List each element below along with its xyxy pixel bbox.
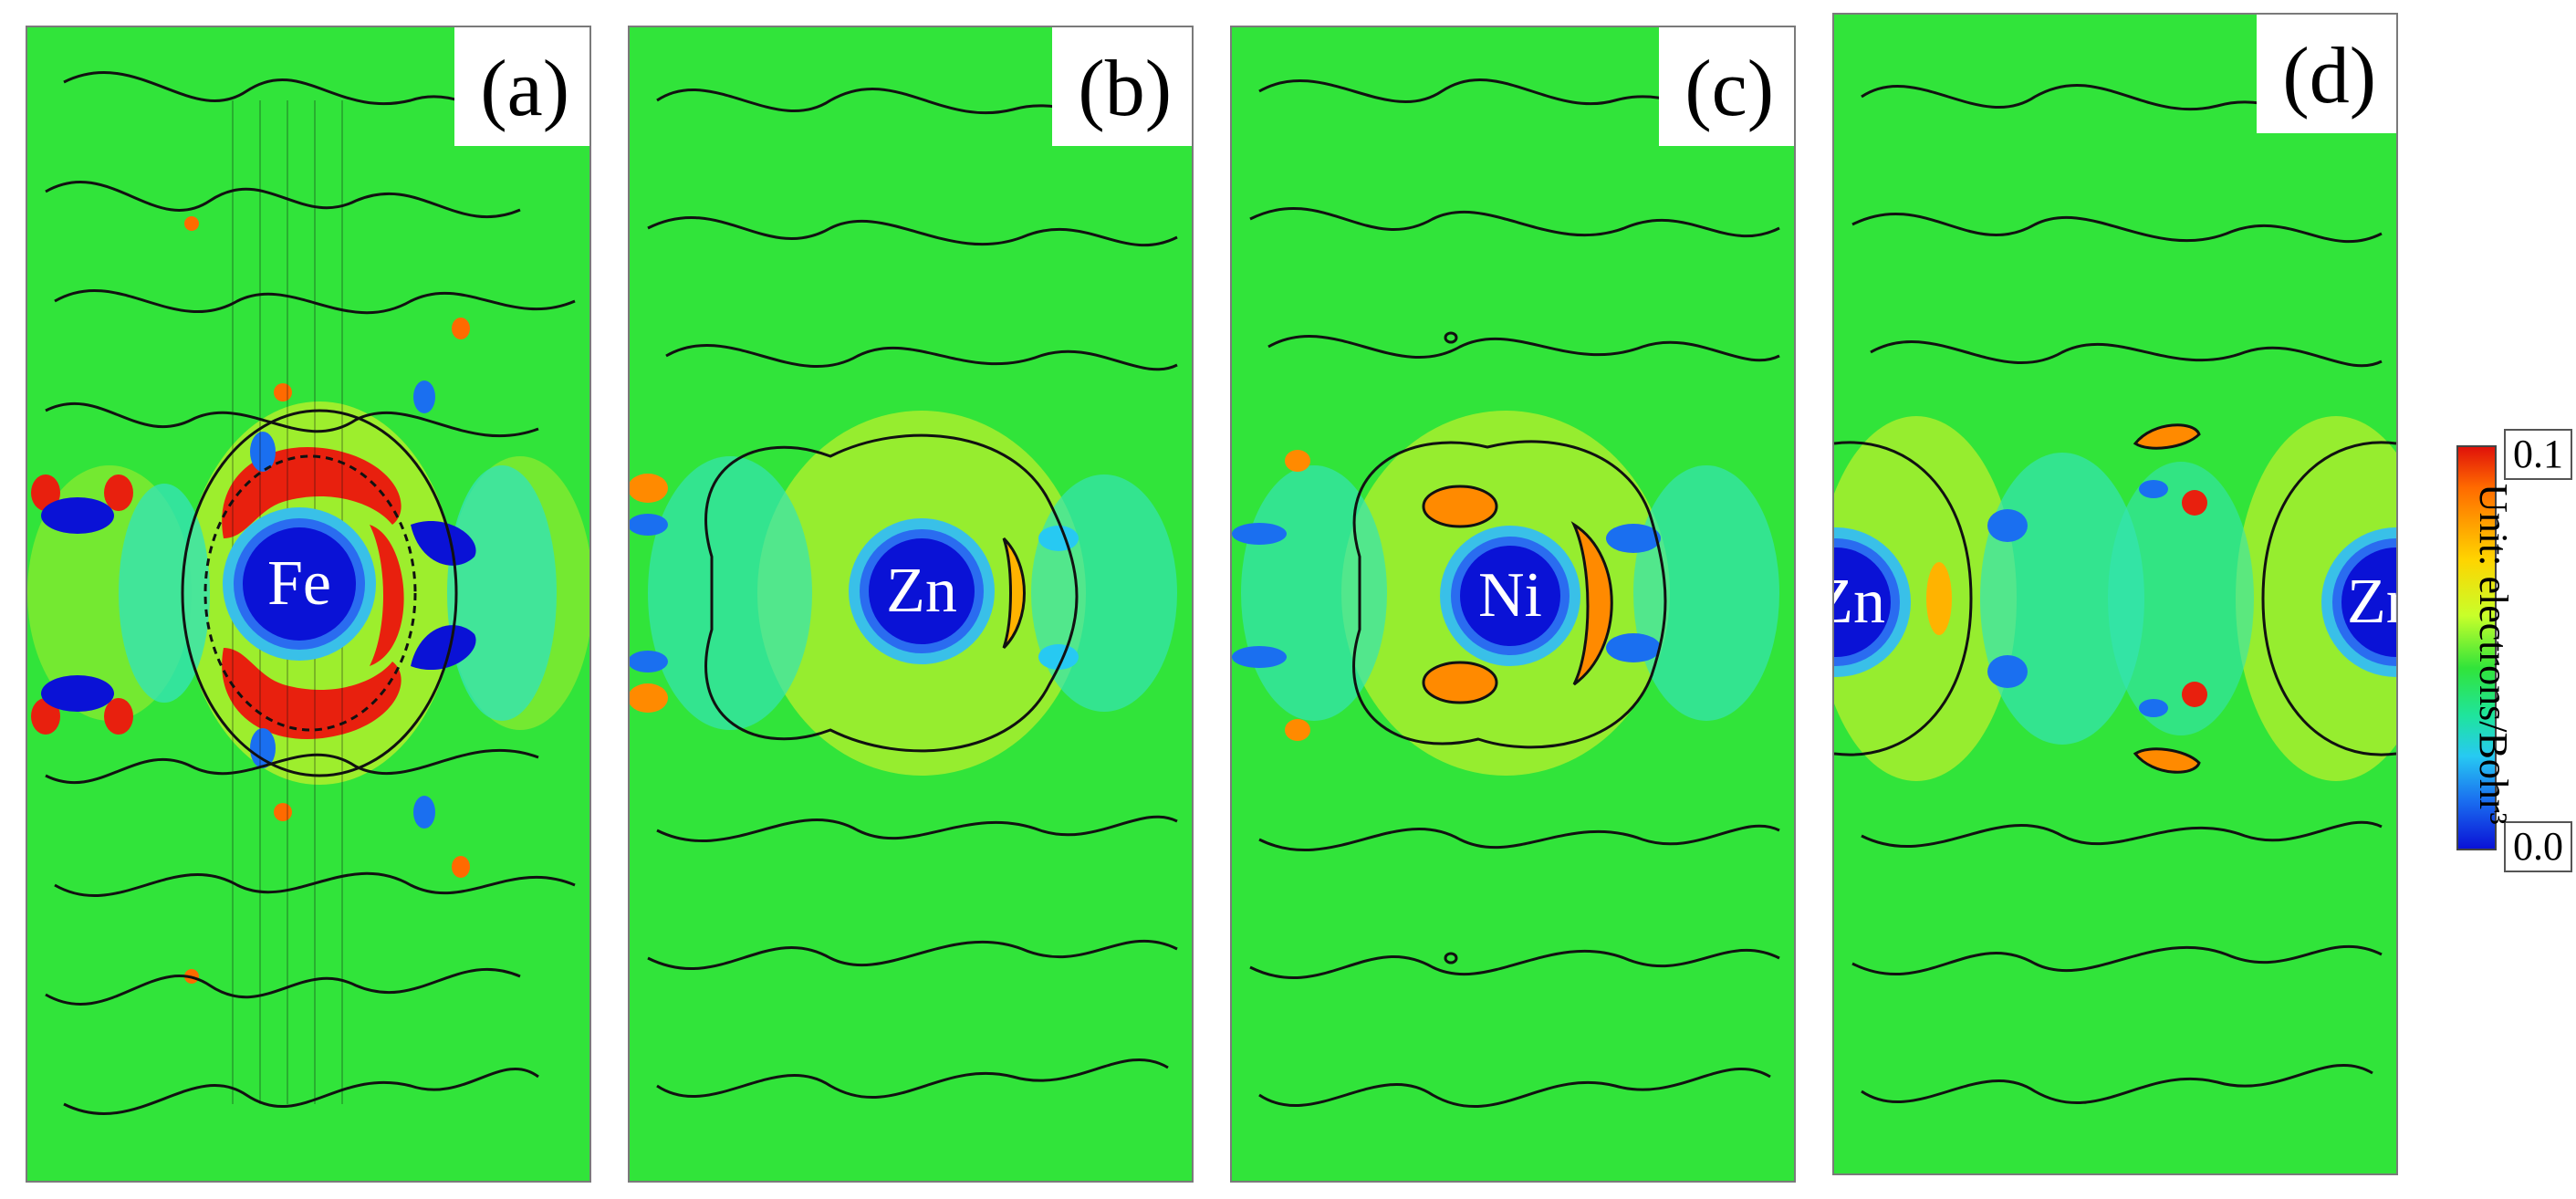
panel-a-label: (a)	[454, 27, 589, 146]
panel-b: (b) Zn	[628, 26, 1194, 1183]
density-map-a	[27, 27, 589, 1181]
colorbar-title: Unit: electrons/Bohr³	[2471, 484, 2516, 825]
atom-zn: Zn	[869, 538, 975, 644]
colorbar-max-label: 0.1	[2504, 429, 2572, 480]
density-map-d	[1834, 15, 2396, 1173]
colorbar-min-label: 0.0	[2504, 821, 2572, 872]
panel-a: (a) Fe	[26, 26, 591, 1183]
panel-d-label: (d)	[2257, 15, 2396, 133]
panel-d: (d) Zn Zn	[1832, 13, 2398, 1175]
atom-fe: Fe	[243, 527, 356, 641]
panel-c-label: (c)	[1659, 27, 1794, 146]
colorbar-title-box: Unit: electrons/Bohr³	[2471, 484, 2564, 849]
atom-ni: Ni	[1460, 546, 1560, 646]
panel-c: (c) Ni	[1230, 26, 1796, 1183]
panel-b-label: (b)	[1052, 27, 1192, 146]
colorbar	[2456, 445, 2497, 850]
